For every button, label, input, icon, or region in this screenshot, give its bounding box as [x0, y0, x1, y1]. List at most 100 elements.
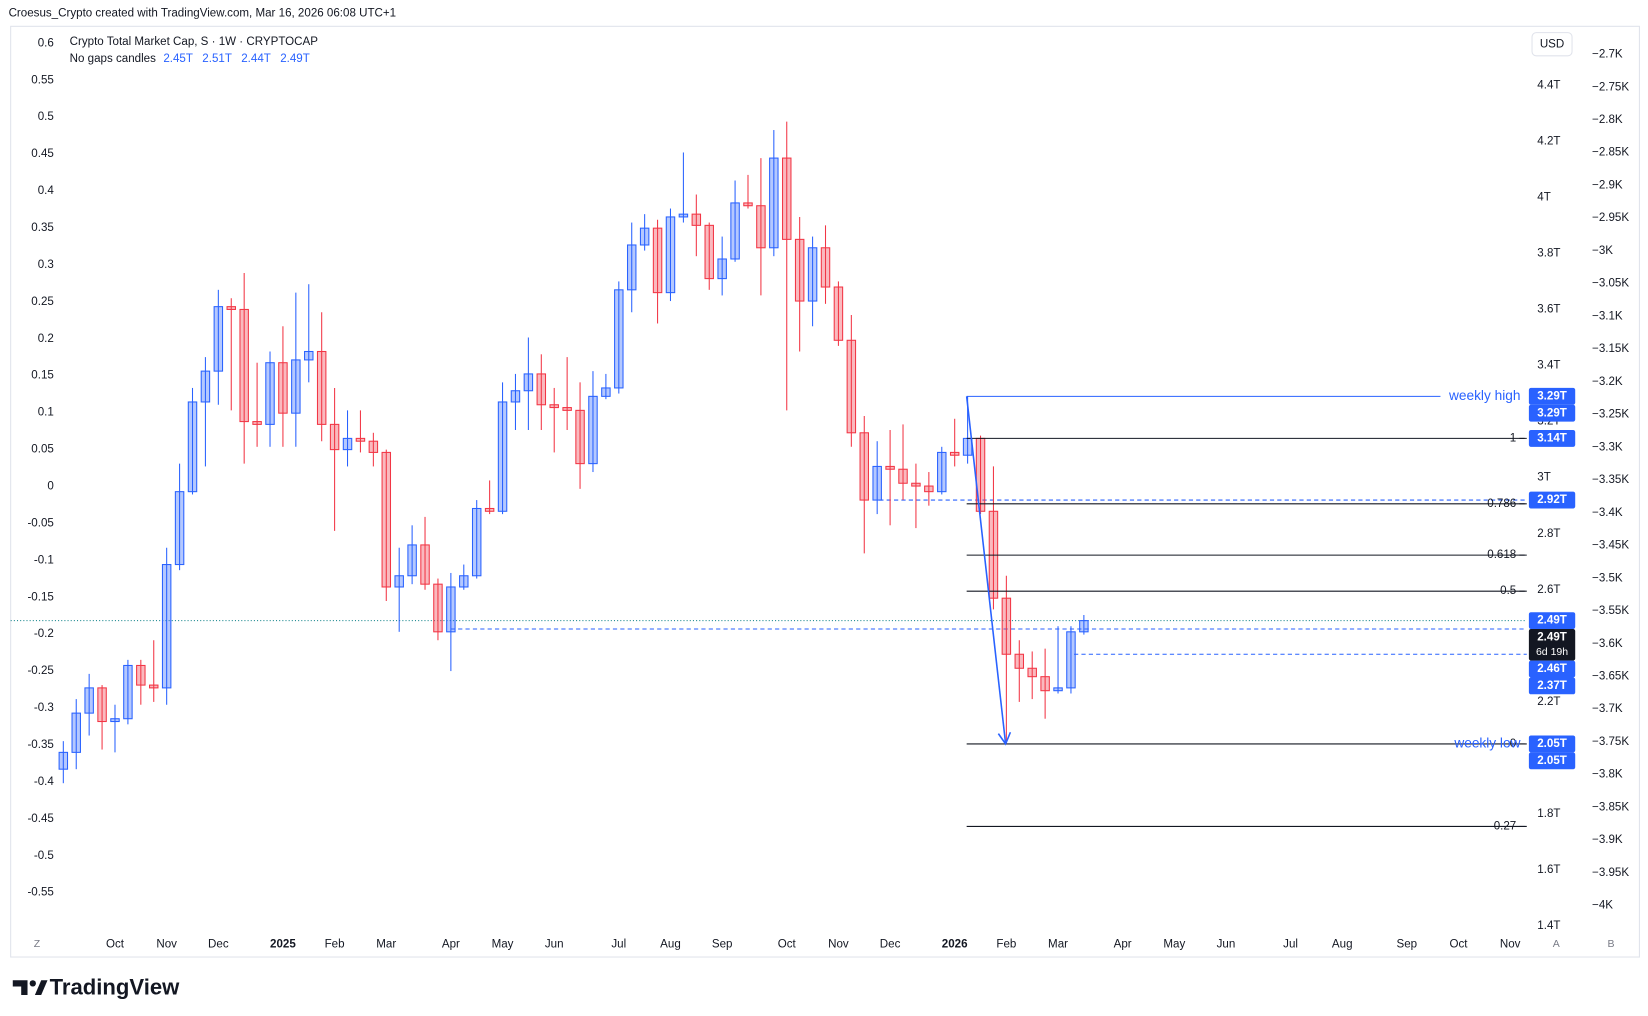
candle-body — [484, 507, 495, 512]
price-tick-label: 4.2T — [1537, 135, 1560, 147]
credit: Croesus_Crypto created with TradingView.… — [9, 8, 397, 20]
chart-subtitle: No gaps candles — [70, 53, 156, 65]
currency-label[interactable]: USD — [1540, 38, 1564, 50]
right-tick-label: −3.55K — [1592, 605, 1629, 617]
candle-body — [407, 544, 417, 577]
candle-body — [614, 289, 624, 389]
x-tick-label: 2025 — [270, 938, 296, 950]
right-tick-label: −3.75K — [1592, 736, 1629, 748]
candle-body — [691, 213, 702, 226]
right-tick-label: −4K — [1592, 900, 1613, 912]
price-tick-label: 1.4T — [1537, 920, 1560, 932]
price-tag-label: 2.49T — [1537, 632, 1567, 644]
candle-body — [342, 437, 353, 451]
countdown: 6d 19h — [1536, 646, 1568, 658]
candle-body — [239, 308, 249, 423]
fib-label: 1 — [1510, 432, 1516, 444]
left-tick-label: -0.1 — [34, 554, 54, 566]
left-tick-label: 0.6 — [38, 37, 54, 49]
right-tick-label: −2.85K — [1592, 147, 1629, 159]
candle-body — [665, 216, 676, 294]
chart-frame — [10, 25, 1640, 958]
x-tick-label: Sep — [712, 938, 733, 950]
candle-body — [588, 395, 598, 465]
candle-body — [291, 359, 301, 414]
left-tick-label: 0.1 — [38, 407, 54, 419]
candle-body — [1066, 631, 1076, 689]
logo-slash — [34, 980, 48, 995]
candle-body — [575, 409, 585, 465]
candle-body — [846, 339, 857, 434]
x-tick-label: Jun — [1217, 938, 1236, 950]
candle-body — [420, 544, 430, 585]
candle-body — [652, 227, 663, 294]
candle-body — [110, 718, 120, 723]
candle-body — [626, 244, 637, 291]
price-tag — [1528, 752, 1576, 770]
price-tag-label: 2.37T — [1537, 680, 1567, 692]
logo: TradingView — [12, 974, 180, 999]
fib-label: 0.5 — [1500, 585, 1516, 597]
x-tick-label: Feb — [996, 938, 1016, 950]
left-tick-label: -0.35 — [27, 739, 53, 751]
candle-body — [149, 684, 159, 689]
candle-body — [58, 751, 69, 770]
candle-body — [84, 687, 94, 714]
candle-body — [471, 507, 482, 577]
legend-high: 2.51T — [202, 53, 232, 65]
left-tick-label: -0.2 — [34, 628, 54, 640]
right-tick-label: −3.25K — [1592, 409, 1629, 421]
candle-body — [368, 440, 379, 453]
price-tick-label: 1.6T — [1537, 864, 1560, 876]
price-tag-label: 2.49T — [1537, 615, 1567, 627]
weekly-low-label: weekly low — [1453, 736, 1520, 751]
candle-body — [601, 387, 611, 397]
left-tick-label: -0.3 — [34, 702, 54, 714]
candle-body — [924, 485, 934, 493]
legend-open: 2.45T — [163, 53, 193, 65]
candle-body — [898, 468, 908, 484]
candle-body — [833, 286, 844, 341]
candle-body — [446, 586, 456, 633]
right-tick-label: −2.9K — [1592, 179, 1623, 191]
candle-body — [937, 451, 947, 493]
price-tag — [1528, 612, 1576, 630]
candle-body — [820, 247, 831, 288]
candle-body — [200, 370, 211, 403]
left-tick-label: -0.5 — [34, 850, 54, 862]
currency-button[interactable] — [1531, 32, 1573, 57]
candle-body — [226, 306, 236, 310]
x-tick-label: Oct — [1450, 938, 1469, 950]
candle-body — [1027, 667, 1037, 678]
left-tick-label: 0.35 — [31, 222, 54, 234]
price-tag-label: 3.29T — [1537, 407, 1567, 419]
candle-body — [639, 227, 650, 246]
x-tick-label: Jun — [545, 938, 564, 950]
left-tick-label: -0.55 — [27, 887, 53, 899]
candle-body — [885, 465, 895, 470]
auto-button[interactable]: A — [1553, 938, 1560, 950]
fib-label: 0.618 — [1487, 549, 1516, 561]
zoom-button[interactable]: Z — [34, 938, 41, 950]
left-tick-label: 0 — [47, 480, 53, 492]
candle-body — [433, 583, 443, 633]
x-tick-label: Dec — [208, 938, 229, 950]
right-tick-label: −3.9K — [1592, 834, 1623, 846]
candle-body — [962, 437, 973, 456]
candle-body — [394, 575, 404, 588]
price-tag — [1528, 629, 1576, 661]
candle-body — [510, 390, 521, 403]
price-tick-label: 3.8T — [1537, 247, 1560, 259]
left-tick-label: 0.4 — [38, 185, 55, 197]
x-tick-label: Oct — [778, 938, 797, 950]
x-tick-label: Dec — [880, 938, 901, 950]
candle-body — [949, 451, 960, 456]
price-tag — [1528, 677, 1576, 695]
candle-body — [872, 465, 882, 501]
left-tick-label: 0.2 — [38, 333, 54, 345]
price-tag-label: 3.29T — [1537, 390, 1567, 402]
right-tick-label: −3.05K — [1592, 278, 1629, 290]
b-button[interactable]: B — [1607, 938, 1614, 950]
price-tag — [1528, 735, 1576, 753]
